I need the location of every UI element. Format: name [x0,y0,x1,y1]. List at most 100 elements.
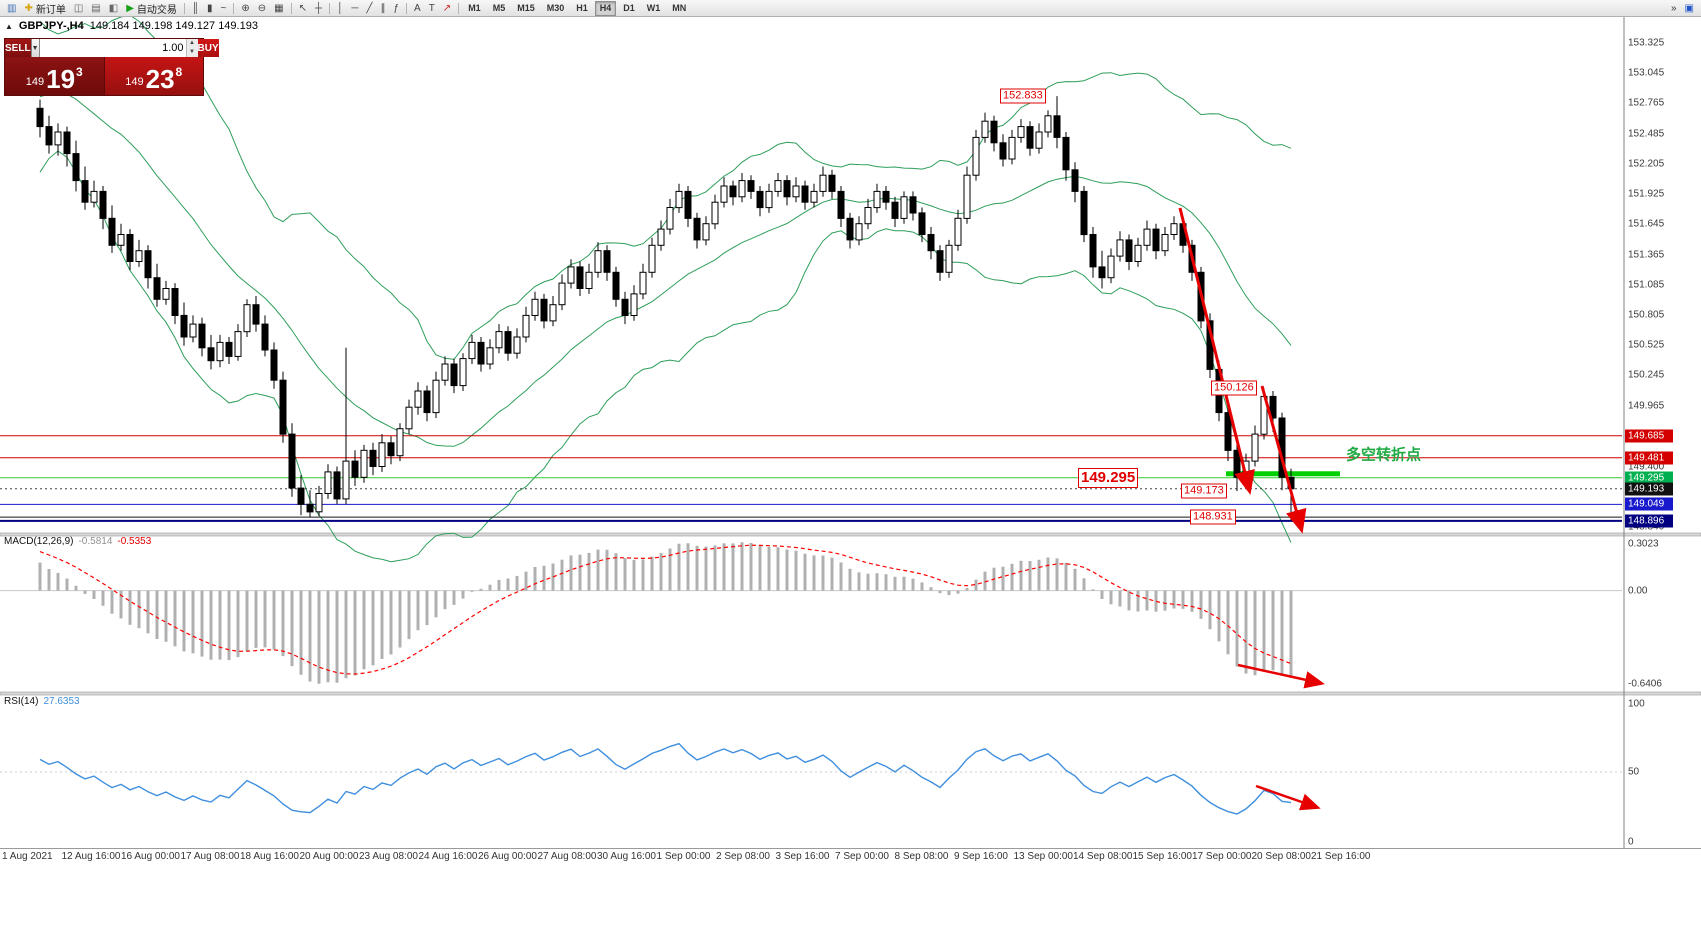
symbol-info: ▲ GBPJPY-,H4 149.184 149.198 149.127 149… [5,20,258,32]
buy-price-pips: 23 [145,64,175,94]
trendline-icon[interactable]: ╱ [362,1,376,16]
toolbar-separator [233,2,235,14]
help-icon[interactable]: ▣ [1681,1,1698,16]
data-window-icon[interactable]: ▤ [87,1,104,16]
horizontal-levels [0,435,1622,522]
macd-value: -0.5814 [78,536,113,547]
cursor-icon[interactable]: ↖ [295,1,311,16]
crosshair-icon: ┼ [314,2,323,14]
data-window-icon: ▤ [91,2,101,14]
rsi-value: 27.6353 [43,696,80,707]
zoom-in-icon: ⊕ [241,2,250,14]
line-chart-icon: ~ [220,2,227,14]
volume-down-icon[interactable]: ▼ [186,48,198,57]
candlestick-series [36,96,1295,521]
text-tool-icon[interactable]: A [410,1,425,16]
buy-price-point: 8 [175,65,183,79]
auto-trading-button-label: 自动交易 [136,4,177,16]
macd-signal-line [39,544,1292,675]
ohlc-readout: 149.184 149.198 149.127 149.193 [89,20,258,32]
timeframe-button-w1[interactable]: W1 [646,2,661,13]
market-watch-icon[interactable]: ◫ [70,1,87,16]
sell-price-display[interactable]: 149 19 3 [5,57,104,95]
macd-signal-value: -0.5353 [117,536,152,547]
buy-price-display[interactable]: 149 23 8 [103,57,203,95]
bar-chart-icon: ║ [191,2,199,14]
navigator-icon[interactable]: ◧ [105,1,122,16]
volume-up-icon[interactable]: ▲ [186,39,198,48]
candlestick-chart-icon: ▮ [207,2,213,14]
channel-icon[interactable]: ∥ [376,1,389,16]
cursor-icon: ↖ [298,2,307,14]
buy-price-integer: 149 [125,76,144,88]
order-panel-controls: SELL ▼ ▲ ▼ BUY [5,39,219,57]
horizontal-line-icon[interactable]: ─ [347,1,362,16]
new-order-button[interactable]: ✚ 新订单 [20,1,69,16]
horizontal-line-icon: ─ [351,2,359,14]
text-tool-icon: A [414,2,421,14]
zoom-out-icon: ⊖ [257,2,267,14]
fibonacci-icon[interactable]: ƒ [389,1,403,16]
sell-button[interactable]: SELL [5,39,31,57]
candlestick-chart-icon[interactable]: ▮ [203,1,217,16]
timeframe-button-m1[interactable]: M1 [468,2,481,13]
sell-price-integer: 149 [25,76,45,88]
trend-arrows [1178,207,1325,811]
rsi-line [0,742,1622,815]
macd-name: MACD(12,26,9) [4,536,74,547]
macd-indicator-label: MACD(12,26,9) -0.5814 -0.5353 [4,536,151,547]
arrows-tool-icon[interactable]: ↗ [439,1,455,16]
vertical-line-icon: │ [337,2,344,14]
volume-input[interactable] [39,39,186,57]
order-panel-prices: 149 19 3 149 23 8 [5,57,203,95]
auto-trading-button-icon: ▶ [126,2,134,14]
chart-window-icon: ▥ [7,2,17,14]
fibonacci-icon: ƒ [393,2,400,14]
new-order-button-label: 新订单 [35,4,66,16]
trendline-icon: ╱ [366,2,373,14]
buy-button[interactable]: BUY [197,39,219,57]
zoom-in-icon[interactable]: ⊕ [237,1,253,16]
timeframe-button-mn[interactable]: MN [672,2,687,13]
one-click-collapse-icon[interactable]: ▲ [5,21,13,31]
toolbar-separator [183,2,185,14]
label-tool-icon: T [428,2,435,14]
rsi-indicator-label: RSI(14) 27.6353 [4,696,80,707]
zoom-out-icon[interactable]: ⊖ [254,1,270,16]
timeframe-button-d1[interactable]: D1 [623,2,635,13]
more-tools-chevron-icon: » [1670,2,1677,14]
toolbar-separator [458,2,460,14]
toolbar-separator [329,2,331,14]
volume-box: ▲ ▼ [39,39,198,57]
sell-price-point: 3 [76,65,83,79]
toolbar: ▥ ✚ 新订单 ◫ ▤ ◧ ▶ 自动交易 ║ ▮ ~ ⊕ ⊖ ▦ ↖ ┼ │ ─ ╱ ∥ ƒ A T ↗ M1 M5 M15 M30 H… [0,0,1701,17]
timeframe-button-m30[interactable]: M30 [546,2,565,13]
auto-trading-button[interactable]: ▶ 自动交易 [122,1,181,16]
tile-windows-icon[interactable]: ▦ [270,1,287,16]
timeframe-button-h1[interactable]: H1 [576,2,588,13]
toolbar-separator [406,2,408,14]
channel-icon: ∥ [380,2,386,14]
sell-price-pips: 19 [46,64,76,94]
bollinger-bands [39,14,1292,563]
toolbar-separator [290,2,292,14]
label-tool-icon[interactable]: T [425,1,439,16]
chart-window-icon[interactable]: ▥ [3,1,20,16]
volume-dropdown-button[interactable]: ▼ [30,39,40,57]
arrows-tool-icon: ↗ [442,2,452,14]
macd-histogram [0,542,1622,684]
vertical-line-icon[interactable]: │ [333,1,347,16]
more-tools-chevron[interactable]: » [1667,1,1681,16]
timeframe-button-m15[interactable]: M15 [517,2,535,13]
timeframe-button-m5[interactable]: M5 [492,2,506,13]
line-chart-icon[interactable]: ~ [217,1,231,16]
symbol-period-label: GBPJPY-,H4 [18,20,84,32]
bar-chart-icon[interactable]: ║ [188,1,203,16]
navigator-icon: ◧ [108,2,119,14]
crosshair-icon[interactable]: ┼ [311,1,326,16]
timeframe-button-h4[interactable]: H4 [594,0,617,16]
volume-spinner[interactable]: ▲ ▼ [185,39,198,57]
panel-chrome [0,17,1701,849]
